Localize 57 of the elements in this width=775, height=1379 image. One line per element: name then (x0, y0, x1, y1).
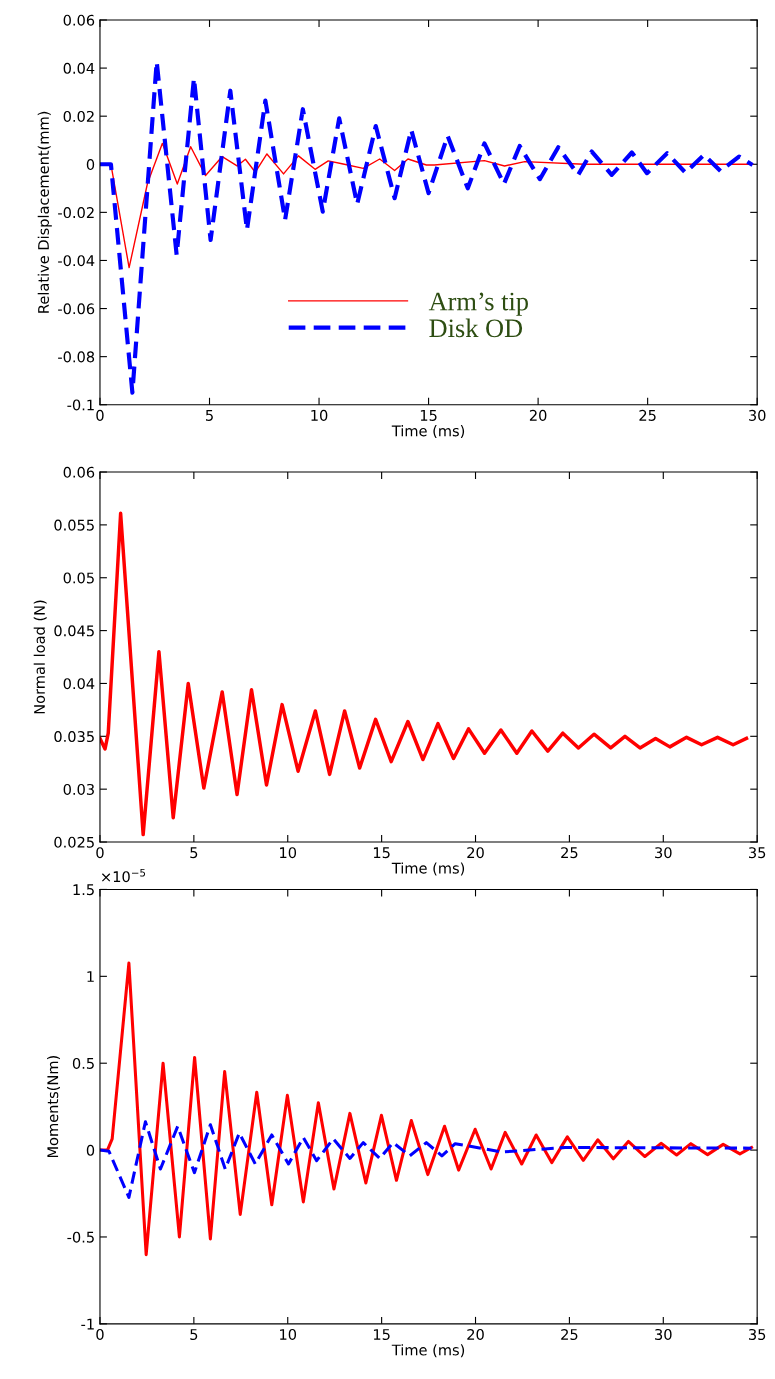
x-tick-label: 30 (655, 847, 672, 859)
x-tick-label: 20 (529, 409, 547, 421)
x-tick-label: 10 (311, 409, 328, 421)
x-tick-label: 0 (96, 847, 104, 859)
x-tick-label: 5 (205, 410, 213, 421)
y-tick-label: 0.06 (63, 466, 95, 478)
x-axis-title: Time (ms) (391, 425, 465, 439)
x-tick-label: 0 (96, 409, 104, 421)
x-tick-label: 10 (280, 1328, 297, 1340)
legend-label: Arm’s tip (428, 292, 528, 316)
y-tick-label: 0.025 (54, 836, 94, 848)
y-tick-label: -0.06 (58, 303, 95, 315)
x-tick-label: 15 (420, 410, 437, 421)
x-tick-label: 25 (561, 1328, 578, 1340)
y-tick-label: -1 (81, 1318, 94, 1330)
y-axis-title: Relative Displacement(mm) (37, 111, 52, 313)
x-tick-label: 25 (561, 847, 578, 859)
x-axis-title: Time (ms) (391, 1344, 465, 1358)
text: ×10$^{−5}$ (101, 868, 146, 883)
x-tick-label: 20 (467, 1328, 484, 1340)
y-tick-label: -0.02 (58, 207, 94, 219)
x-tick-label: 20 (467, 847, 484, 859)
x-tick-label: 15 (373, 1329, 390, 1340)
y-tick-label: 1.5 (73, 884, 94, 896)
y-tick-label: -0.08 (58, 351, 95, 363)
y-tick-label: 0.06 (63, 14, 95, 26)
legend-label: Disk OD (429, 318, 523, 338)
y-axis-title: Moments(Nm) (47, 1056, 60, 1158)
x-tick-label: 35 (749, 1328, 766, 1340)
y-tick-label: 0 (86, 158, 95, 171)
y-tick-label: 0.04 (63, 62, 95, 74)
y-tick-label: -0.1 (67, 399, 94, 411)
x-tick-label: 15 (373, 847, 390, 859)
line-series (99, 511, 749, 837)
x-tick-label: 25 (639, 409, 656, 421)
y-tick-label: 0.5 (72, 1057, 94, 1069)
y-axis-title: Normal load (N) (33, 600, 47, 714)
x-tick-label: 35 (749, 847, 766, 859)
y-tick-label: 0 (86, 1144, 95, 1156)
y-tick-label: 0.04 (63, 678, 95, 690)
y-tick-label: 0.05 (63, 572, 94, 584)
x-axis-title: Time (ms) (391, 862, 465, 876)
x-tick-label: 5 (190, 1329, 198, 1340)
y-tick-label: 0.045 (54, 625, 94, 637)
y-tick-label: 0.02 (63, 110, 94, 122)
y-tick-label: -0.5 (67, 1231, 94, 1243)
line-series (99, 1120, 754, 1199)
x-tick-label: 5 (190, 847, 198, 859)
x-tick-label: 0 (96, 1328, 104, 1340)
x-tick-label: 30 (749, 409, 766, 421)
y-tick-label: 0.055 (54, 519, 94, 531)
y-tick-label: 0.035 (54, 731, 94, 743)
x-tick-label: 10 (280, 847, 297, 859)
y-tick-label: 0.03 (63, 783, 94, 795)
y-tick-label: 1 (87, 971, 94, 982)
x-tick-label: 30 (655, 1328, 672, 1340)
y-tick-label: -0.04 (58, 255, 95, 267)
